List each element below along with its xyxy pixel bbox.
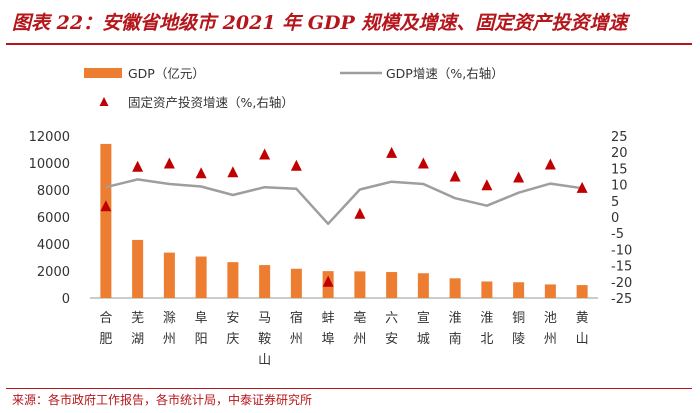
investment-growth-marker [513,171,525,183]
category-label: 池 [544,311,557,326]
category-label: 合 [99,311,112,326]
gdp-bar [354,271,366,298]
investment-growth-marker [481,179,493,191]
investment-growth-marker [417,157,429,169]
category-label: 宣 [417,310,430,326]
category-label: 南 [449,331,462,347]
gdp-bar [513,282,525,298]
category-label: 滁 [163,310,176,326]
investment-growth-marker [449,170,461,182]
gdp-bar [449,278,461,298]
investment-growth-marker [163,157,175,169]
y-right-tick-label: -15 [611,260,632,275]
gdp-bar [290,268,302,298]
category-label: 黄 [576,311,589,326]
y-left-tick-label: 0 [62,292,70,307]
category-label: 州 [353,332,366,347]
investment-growth-marker [259,148,271,160]
category-label: 宿 [290,310,303,326]
category-label: 六 [385,311,398,326]
category-label: 阜 [195,310,208,326]
category-label: 山 [576,332,589,347]
category-label: 山 [258,353,271,368]
investment-growth-marker [322,275,334,287]
legend-marker-label: 固定资产投资增速（%,右轴） [128,95,294,110]
category-label: 州 [163,332,176,347]
category-label: 铜 [512,311,525,326]
title-rule [6,43,692,45]
category-label: 鞍 [258,331,271,347]
category-label: 湖 [131,332,144,347]
gdp-bar [576,285,588,298]
y-right-tick-label: -5 [611,227,624,242]
y-right-tick-label: -10 [611,243,632,258]
investment-growth-marker [290,159,302,171]
investment-growth-marker [386,146,398,158]
gdp-bar [259,265,271,298]
line-series [105,178,583,226]
category-label: 肥 [99,332,112,347]
category-label: 埠 [322,332,335,347]
gdp-bar [163,252,175,298]
y-left-tick-label: 2000 [37,265,70,280]
legend-bar-label: GDP（亿元） [128,66,205,81]
category-label: 城 [417,332,430,347]
y-left-tick-label: 6000 [37,211,70,226]
y-left-tick-label: 12000 [29,130,70,145]
investment-growth-marker [100,200,112,212]
investment-growth-marker [354,207,366,219]
category-label: 马 [258,311,271,326]
gdp-bar [195,256,207,298]
gdp-bar [386,272,398,298]
y-right-tick-label: 0 [611,211,619,226]
category-label: 州 [290,332,303,347]
figure-title: 图表 22：安徽省地级市 2021 年 GDP 规模及增速、固定资产投资增速 [12,12,628,34]
gdp-bar [132,239,144,298]
gdp-bar [227,262,239,298]
investment-growth-marker [576,181,588,193]
category-label: 淮 [449,311,462,326]
category-label: 安 [385,332,398,347]
legend-marker-swatch [99,97,109,106]
gdp-bar [100,143,112,298]
category-label: 北 [480,332,493,347]
investment-growth-marker [195,167,207,179]
gdp-bar [481,281,493,298]
legend-bar-swatch [84,68,122,78]
source-note: 来源：各市政府工作报告，各市统计局，中泰证券研究所 [12,393,313,407]
y-right-tick-label: 15 [611,162,628,177]
source-rule [6,388,692,389]
y-left-tick-label: 10000 [29,157,70,172]
y-left-tick-label: 8000 [37,184,70,199]
gdp-bar [544,284,556,298]
category-label: 阳 [195,332,208,347]
category-label: 亳 [353,310,366,326]
gdp-growth-line [105,178,583,226]
y-right-tick-label: 10 [611,179,628,194]
category-label: 陵 [512,332,525,347]
y-right-tick-label: -25 [611,292,632,307]
y-right-tick-label: 20 [611,146,628,161]
y-right-tick-label: -20 [611,276,632,291]
legend: GDP（亿元） GDP增速（%,右轴） 固定资产投资增速（%,右轴） [84,66,504,110]
category-label: 芜 [131,311,144,326]
category-label: 州 [544,332,557,347]
marker-series [100,146,588,287]
investment-growth-marker [227,166,239,178]
category-label: 庆 [226,332,239,347]
y-left-tick-label: 4000 [37,238,70,253]
gdp-bar [417,273,429,298]
investment-growth-marker [544,158,556,170]
category-label: 蚌 [322,311,335,326]
category-label: 淮 [480,311,493,326]
legend-line-label: GDP增速（%,右轴） [386,66,504,81]
investment-growth-marker [132,160,144,172]
category-label: 安 [226,311,239,326]
y-right-tick-label: 25 [611,130,628,145]
y-right-tick-label: 5 [611,195,619,210]
